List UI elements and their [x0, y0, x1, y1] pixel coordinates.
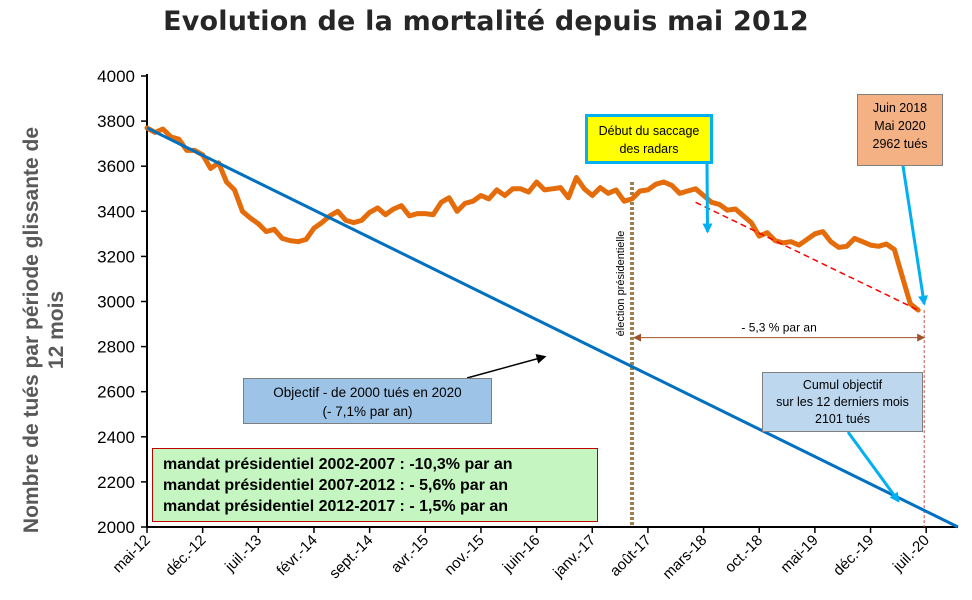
- annotation-arrows: - 5,3 % par an: [466, 163, 928, 503]
- x-tick-label: juil.-13: [221, 532, 265, 576]
- y-tick-label: 3600: [97, 157, 135, 176]
- cumul-line-3: 2101 tués: [815, 412, 870, 426]
- saccage-arrow: [702, 163, 713, 234]
- series-lines: [144, 125, 959, 529]
- y-tick-label: 2800: [97, 338, 135, 357]
- saccage-line-2: des radars: [619, 142, 679, 156]
- juin-2018-mai-2020-note: Juin 2018 Mai 2020 2962 tués: [857, 94, 943, 166]
- chart-title: Evolution de la mortalité depuis mai 201…: [163, 6, 809, 37]
- mandat-line-3: mandat présidentiel 2012-2017 : - 1,5% p…: [163, 498, 509, 515]
- series-actual-line: [144, 125, 921, 313]
- x-tick-label: mars-18: [659, 532, 710, 583]
- juin-line-3: 2962 tués: [872, 137, 928, 151]
- cumul-objectif-note: Cumul objectif sur les 12 derniers mois …: [762, 372, 923, 432]
- y-tick-label: 3800: [97, 112, 135, 131]
- x-tick-label: juil.-20: [889, 532, 933, 576]
- x-tick-label: juin-16: [499, 532, 544, 577]
- y-tick-label: 2600: [97, 383, 135, 402]
- x-tick-label: déc.-12: [162, 532, 209, 579]
- x-tick-label: sept.-14: [326, 532, 376, 582]
- y-tick-label: 2000: [97, 518, 135, 537]
- mandat-line-2: mandat présidentiel 2007-2012 : - 5,6% p…: [163, 477, 509, 494]
- juin-arrow: [901, 165, 928, 306]
- election-label: élection présidentielle: [615, 231, 627, 337]
- objectif-line-1: Objectif - de 2000 tués en 2020: [273, 385, 462, 400]
- y-tick-label: 3200: [97, 247, 135, 266]
- series-trend-line: [695, 201, 919, 311]
- juin-line-1: Juin 2018: [872, 101, 928, 115]
- cumul-line-2: sur les 12 derniers mois: [776, 395, 909, 409]
- x-tick-label: oct.-18: [722, 532, 766, 576]
- objectif-arrow: [466, 354, 547, 379]
- x-tick-label: févr.-14: [273, 532, 320, 579]
- saccage-line-1: Début du saccage: [598, 124, 700, 138]
- cumul-arrow: [846, 431, 900, 503]
- y-tick-label: 2400: [97, 428, 135, 447]
- x-tick-label: mai-12: [109, 532, 153, 576]
- objectif-note: Objectif - de 2000 tués en 2020 (- 7,1% …: [243, 378, 492, 424]
- x-tick-label: janv.-17: [549, 532, 599, 582]
- mandat-line-1: mandat présidentiel 2002-2007 : -10,3% p…: [163, 456, 513, 473]
- x-tick-label: nov.-15: [441, 532, 488, 579]
- y-tick-label: 3000: [97, 293, 135, 312]
- x-tick-label: avr.-15: [388, 532, 432, 576]
- mandats-note: mandat présidentiel 2002-2007 : -10,3% p…: [152, 448, 598, 522]
- saccage-note: Début du saccage des radars: [585, 114, 713, 164]
- y-tick-label: 3400: [97, 202, 135, 221]
- juin-line-2: Mai 2020: [874, 119, 926, 133]
- y-tick-label: 2200: [97, 473, 135, 492]
- x-tick-label: déc.-19: [830, 532, 877, 579]
- period-arrow-label: - 5,3 % par an: [741, 321, 816, 335]
- x-tick-label: août-17: [607, 532, 655, 580]
- x-tick-label: mai-19: [777, 532, 821, 576]
- cumul-line-1: Cumul objectif: [802, 378, 883, 392]
- y-tick-label: 4000: [97, 67, 135, 86]
- objectif-line-2: (- 7,1% par an): [322, 404, 413, 419]
- series-objectif-line: [146, 126, 959, 529]
